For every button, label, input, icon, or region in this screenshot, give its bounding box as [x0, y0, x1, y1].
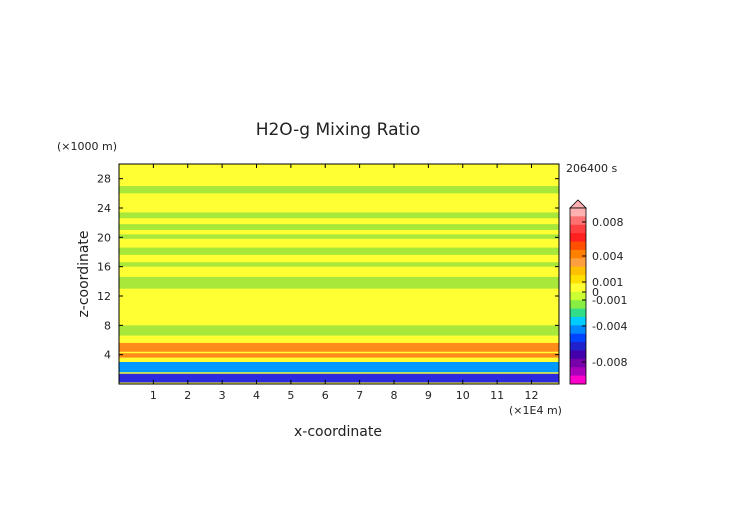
colorbar-swatch — [570, 241, 586, 251]
colorbar-swatch — [570, 367, 586, 377]
contour-band — [119, 224, 559, 230]
colorbar-swatch — [570, 249, 586, 259]
colorbar-swatch — [570, 216, 586, 226]
contour-band — [119, 234, 559, 239]
x-tick-label: 6 — [322, 389, 329, 402]
colorbar-arrow — [569, 199, 587, 209]
y-tick-label: 4 — [104, 349, 111, 362]
colorbar-swatch — [570, 233, 586, 243]
x-tick-label: 5 — [287, 389, 294, 402]
x-tick-label: 1 — [150, 389, 157, 402]
contour-band — [119, 186, 559, 194]
colorbar-label: 0 — [592, 286, 599, 299]
y-tick-label: 28 — [97, 173, 111, 186]
colorbar-swatch — [570, 316, 586, 326]
contour-field — [119, 164, 559, 384]
y-tick-label: 24 — [97, 202, 111, 215]
colorbar-swatch — [570, 308, 586, 318]
colorbar-label: 0.008 — [592, 216, 624, 229]
plot-frame — [118, 163, 560, 385]
x-tick-label: 3 — [219, 389, 226, 402]
contour-band — [119, 247, 559, 255]
y-axis: 4 8 12 16 20 24 28 — [97, 173, 559, 362]
colorbar-swatch — [570, 358, 586, 368]
contour-band — [119, 262, 559, 267]
colorbar-swatch — [570, 275, 586, 284]
y-tick-label: 20 — [97, 231, 111, 244]
colorbar-swatch — [570, 208, 586, 217]
y-tick-label: 16 — [97, 261, 111, 274]
colorbar-label: -0.004 — [592, 320, 627, 333]
colorbar-swatch — [570, 291, 586, 301]
colorbar-label: -0.008 — [592, 356, 627, 369]
y-tick-label: 8 — [104, 319, 111, 332]
y-axis-label: z-coordinate — [76, 230, 92, 317]
time-label: 206400 s — [566, 162, 617, 175]
x-tick-label: 8 — [391, 389, 398, 402]
colorbar-label: 0.004 — [592, 250, 624, 263]
x-tick-label: 7 — [356, 389, 363, 402]
colorbar-frame — [569, 207, 587, 385]
colorbar-swatch — [570, 283, 586, 293]
colorbar-swatch — [570, 224, 586, 234]
contour-band — [119, 276, 559, 289]
colorbar-label: 0.001 — [592, 276, 624, 289]
contour-band — [119, 212, 559, 219]
x-tick-label: 2 — [184, 389, 191, 402]
x-tick-label: 12 — [525, 389, 539, 402]
contour-band — [119, 362, 559, 373]
x-tick-label: 4 — [253, 389, 260, 402]
x-tick-label: 10 — [456, 389, 470, 402]
colorbar-swatch — [570, 333, 586, 343]
x-axis-label: x-coordinate — [294, 424, 382, 440]
x-tick-label: 9 — [425, 389, 432, 402]
colorbar-swatch — [570, 266, 586, 276]
y-unit-label: (×1000 m) — [57, 140, 117, 153]
contour-band — [119, 353, 559, 358]
colorbar-swatch — [570, 350, 586, 360]
colorbar-label: -0.001 — [592, 294, 627, 307]
chart-title: H2O-g Mixing Ratio — [256, 120, 421, 140]
contour-band — [119, 325, 559, 336]
contour-band — [119, 342, 559, 352]
x-axis: 1 2 3 4 5 6 7 8 9 10 11 12 — [150, 164, 539, 402]
x-unit-label: (×1E4 m) — [509, 404, 562, 417]
contour-band — [119, 373, 559, 383]
colorbar-swatch — [570, 375, 586, 385]
x-tick-label: 11 — [490, 389, 504, 402]
colorbar-swatch — [570, 342, 586, 351]
colorbar-swatch — [570, 325, 586, 335]
colorbar-swatch — [570, 258, 586, 268]
colorbar-swatch — [570, 300, 586, 310]
y-tick-label: 12 — [97, 290, 111, 303]
